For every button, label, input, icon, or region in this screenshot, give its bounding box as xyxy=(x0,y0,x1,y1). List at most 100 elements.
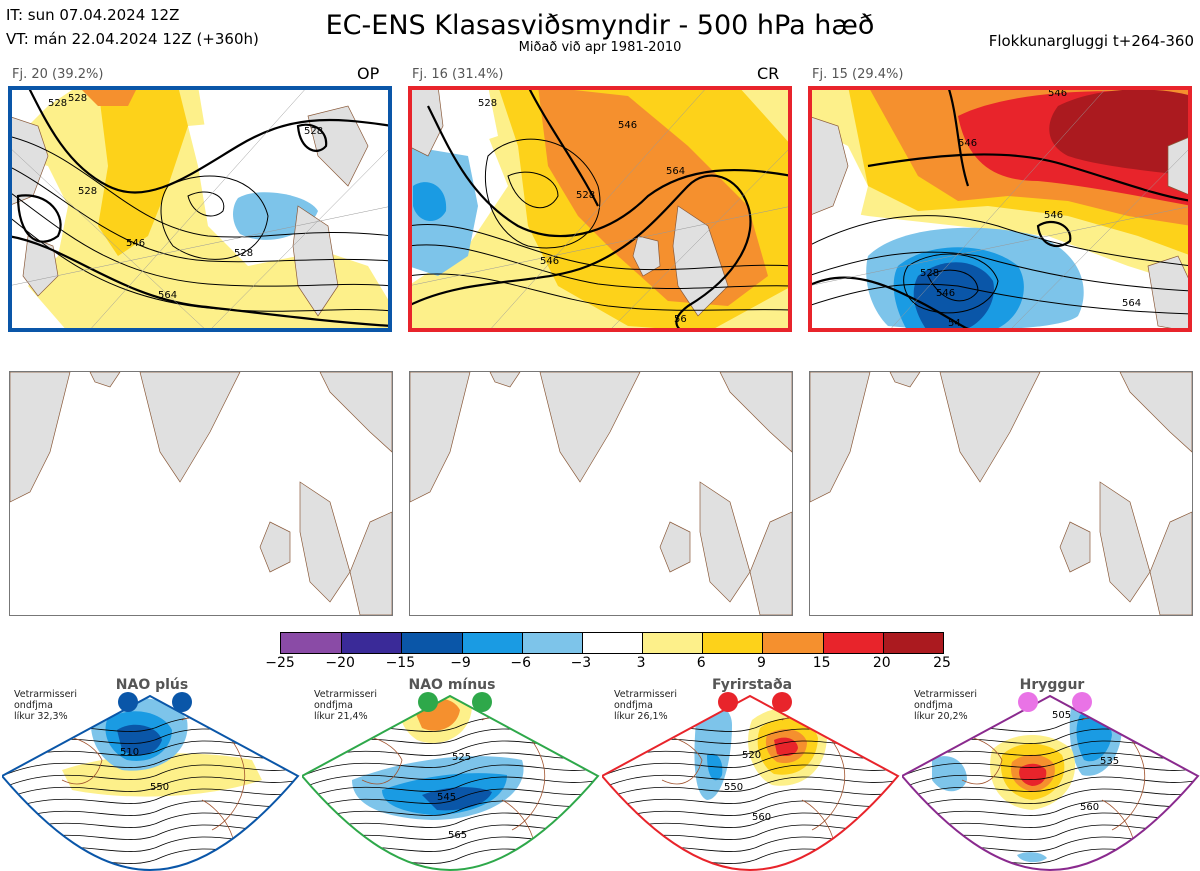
colorbar-tick-label: 9 xyxy=(756,655,766,671)
height-contour xyxy=(302,788,598,813)
colorbar-swatch xyxy=(581,633,643,653)
contour-label: 528 xyxy=(68,93,87,104)
cluster-1-map: 528 528 528 546 564 528 528 xyxy=(8,86,392,332)
page-title: EC-ENS Klasasviðsmyndir - 500 hPa hæð xyxy=(325,10,875,41)
contour-label: 510 xyxy=(120,747,139,758)
contour-label: 546 xyxy=(958,138,977,149)
cluster-2-map: 546 528 564 546 56 528 xyxy=(408,86,792,332)
regime-info: Vetrarmisseri ondfjma líkur 21,4% xyxy=(314,689,377,722)
contour-label: 528 xyxy=(234,248,253,259)
colorbar-swatch xyxy=(521,633,582,653)
contour-label: 545 xyxy=(437,792,456,803)
contour-label: 528 xyxy=(478,98,497,109)
colorbar-tick-label: −9 xyxy=(450,655,471,671)
contour-label: 560 xyxy=(1080,802,1099,813)
height-contour xyxy=(902,800,1198,825)
regime-panel: 525 545 565 NAO mínus Vetrarmisseri ondfjma … xyxy=(302,677,600,871)
height-contour xyxy=(2,824,298,849)
regime-dot-icon xyxy=(772,692,792,712)
contour-label: 560 xyxy=(752,812,771,823)
contour-label: 528 xyxy=(304,126,323,137)
contour-label: 505 xyxy=(1052,710,1071,721)
height-contour xyxy=(602,836,898,861)
regime-dot-icon xyxy=(172,692,192,712)
contour-label: 520 xyxy=(742,750,761,761)
height-contour xyxy=(2,764,298,789)
regime-dot-icon xyxy=(418,692,438,712)
height-contour xyxy=(902,764,1198,789)
cluster-3-label: Fj. 15 (29.4%) xyxy=(812,67,904,82)
regime-info: Vetrarmisseri ondfjma líkur 20,2% xyxy=(914,689,977,722)
valid-time: VT: mán 22.04.2024 12Z (+360h) xyxy=(6,30,259,48)
contour-label: 525 xyxy=(452,752,471,763)
height-contour xyxy=(302,812,598,837)
colorbar-swatch xyxy=(461,633,522,653)
regime-dot-icon xyxy=(472,692,492,712)
cluster-2-label: Fj. 16 (31.4%) xyxy=(412,67,504,82)
contour-label: 564 xyxy=(1122,298,1141,309)
height-contour xyxy=(902,836,1198,861)
regime-dot-icon xyxy=(1018,692,1038,712)
regime-info: Vetrarmisseri ondfjma líkur 32,3% xyxy=(14,689,77,722)
regime-frame xyxy=(602,694,900,871)
height-contour xyxy=(2,788,298,813)
regime-panel: 505 535 560 Hryggur Vetrarmisseri ondfjma lí… xyxy=(902,677,1200,871)
anomaly-shading xyxy=(1017,852,1047,863)
regime-panel: 520 550 560 Fyrirstaða Vetrarmisseri ondfjma… xyxy=(602,677,900,871)
cluster-2-frame xyxy=(408,86,792,332)
colorbar-swatch xyxy=(762,633,823,653)
cluster-2-tag: CR xyxy=(757,64,780,83)
regime-frame xyxy=(2,694,300,871)
colorbar xyxy=(280,632,944,654)
contour-label: 546 xyxy=(126,238,145,249)
colorbar-tick-label: 15 xyxy=(812,655,831,671)
height-contour xyxy=(902,812,1198,837)
anomaly-shading xyxy=(694,705,732,800)
colorbar-swatch xyxy=(642,633,703,653)
contour-label: 528 xyxy=(78,186,97,197)
initial-time: IT: sun 07.04.2024 12Z xyxy=(6,6,180,24)
contour-label: 546 xyxy=(1044,210,1063,221)
contour-label: 564 xyxy=(666,166,685,177)
colorbar-tick-label: −20 xyxy=(325,655,355,671)
regime-title: NAO plús xyxy=(115,677,189,693)
height-contour xyxy=(302,800,598,825)
contour-label: 535 xyxy=(1100,756,1119,767)
height-contour xyxy=(602,812,898,837)
height-contour xyxy=(602,788,898,813)
regime-title: NAO mínus xyxy=(408,677,496,693)
regimes-row: 510 550 NAO plús Vetrarmisseri ondfjma líku… xyxy=(0,677,1200,871)
height-contour xyxy=(302,776,598,801)
cluster-1-tag: OP xyxy=(357,64,380,83)
colorbar-tick-label: 3 xyxy=(636,655,646,671)
height-contour xyxy=(2,800,298,825)
height-contour xyxy=(602,824,898,849)
height-contour xyxy=(602,764,898,789)
empty-map-1 xyxy=(9,371,393,616)
height-contour xyxy=(902,776,1198,801)
height-contour xyxy=(902,824,1198,849)
colorbar-swatch xyxy=(702,633,763,653)
height-contour xyxy=(2,752,298,777)
contour-label: 550 xyxy=(150,782,169,793)
regime-panel: 510 550 NAO plús Vetrarmisseri ondfjma líku… xyxy=(2,677,300,871)
height-contour xyxy=(302,752,598,777)
height-contour xyxy=(602,800,898,825)
window-label: Flokkunargluggi t+264-360 xyxy=(988,32,1194,50)
cluster-3-frame xyxy=(808,86,1192,332)
height-contour xyxy=(2,812,298,837)
height-contour xyxy=(902,752,1198,777)
colorbar-tick-label: −3 xyxy=(570,655,592,671)
empty-map-2 xyxy=(409,371,793,616)
height-contour xyxy=(2,776,298,801)
regime-dot-icon xyxy=(718,692,738,712)
regime-title: Fyrirstaða xyxy=(711,677,793,693)
regime-frame xyxy=(302,694,600,871)
anomaly-shading xyxy=(1019,763,1047,786)
height-contour xyxy=(902,788,1198,813)
contour-label: 528 xyxy=(48,98,67,109)
colorbar-swatch xyxy=(341,633,402,653)
colorbar-tick-label: −6 xyxy=(510,655,532,671)
height-contour xyxy=(602,776,898,801)
anomaly-shading xyxy=(932,756,967,792)
